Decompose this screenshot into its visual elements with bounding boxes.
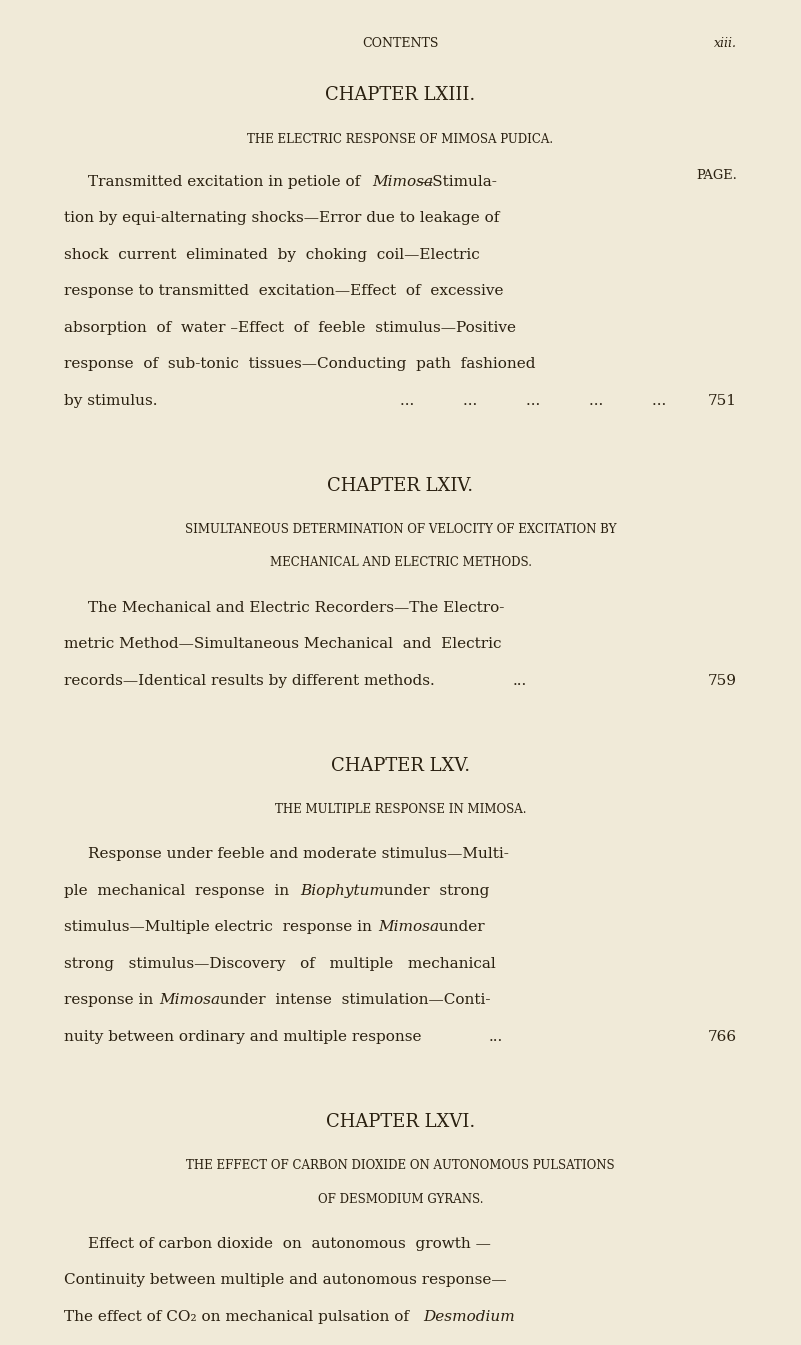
Text: metric Method—Simultaneous Mechanical  and  Electric: metric Method—Simultaneous Mechanical an… [64,638,501,651]
Text: ...: ... [489,1030,503,1044]
Text: Desmodium: Desmodium [423,1310,515,1323]
Text: stimulus—Multiple electric  response in: stimulus—Multiple electric response in [64,920,382,935]
Text: shock  current  eliminated  by  choking  coil—Electric: shock current eliminated by choking coil… [64,247,480,262]
Text: ple  mechanical  response  in: ple mechanical response in [64,884,299,898]
Text: Mimosa: Mimosa [159,994,220,1007]
Text: under  intense  stimulation—Conti-: under intense stimulation—Conti- [210,994,490,1007]
Text: OF DESMODIUM GYRANS.: OF DESMODIUM GYRANS. [318,1193,483,1205]
Text: CHAPTER LXVI.: CHAPTER LXVI. [326,1112,475,1131]
Text: 766: 766 [708,1030,737,1044]
Text: CONTENTS: CONTENTS [362,36,439,50]
Text: under  strong: under strong [374,884,489,898]
Text: tion by equi-alternating shocks—Error due to leakage of: tion by equi-alternating shocks—Error du… [64,211,500,226]
Text: The Mechanical and Electric Recorders—The Electro-: The Mechanical and Electric Recorders—Th… [88,601,505,615]
Text: absorption  of  water –Effect  of  feeble  stimulus—Positive: absorption of water –Effect of feeble st… [64,321,516,335]
Text: 759: 759 [708,674,737,687]
Text: xiii.: xiii. [714,36,737,50]
Text: CHAPTER LXIII.: CHAPTER LXIII. [325,86,476,105]
Text: response  of  sub-tonic  tissues—Conducting  path  fashioned: response of sub-tonic tissues—Conducting… [64,358,536,371]
Text: SIMULTANEOUS DETERMINATION OF VELOCITY OF EXCITATION BY: SIMULTANEOUS DETERMINATION OF VELOCITY O… [185,523,616,537]
Text: response in: response in [64,994,159,1007]
Text: The effect of CO₂ on mechanical pulsation of: The effect of CO₂ on mechanical pulsatio… [64,1310,414,1323]
Text: THE EFFECT OF CARBON DIOXIDE ON AUTONOMOUS PULSATIONS: THE EFFECT OF CARBON DIOXIDE ON AUTONOMO… [186,1159,615,1173]
Text: records—Identical results by different methods.: records—Identical results by different m… [64,674,435,687]
Text: Transmitted excitation in petiole of: Transmitted excitation in petiole of [88,175,365,188]
Text: response to transmitted  excitation—Effect  of  excessive: response to transmitted excitation—Effec… [64,284,504,299]
Text: strong   stimulus—Discovery   of   multiple   mechanical: strong stimulus—Discovery of multiple me… [64,956,496,971]
Text: Mimosa: Mimosa [378,920,439,935]
Text: PAGE.: PAGE. [696,169,737,183]
Text: ...: ... [513,674,527,687]
Text: nuity between ordinary and multiple response: nuity between ordinary and multiple resp… [64,1030,421,1044]
Text: Response under feeble and moderate stimulus—Multi-: Response under feeble and moderate stimu… [88,847,509,861]
Text: Mimosa: Mimosa [372,175,433,188]
Text: Continuity between multiple and autonomous response—: Continuity between multiple and autonomo… [64,1274,507,1287]
Text: MECHANICAL AND ELECTRIC METHODS.: MECHANICAL AND ELECTRIC METHODS. [269,557,532,569]
Text: CHAPTER LXV.: CHAPTER LXV. [331,757,470,775]
Text: Effect of carbon dioxide  on  autonomous  growth —: Effect of carbon dioxide on autonomous g… [88,1237,491,1251]
Text: —Stimula-: —Stimula- [417,175,497,188]
Text: under: under [429,920,484,935]
Text: THE ELECTRIC RESPONSE OF MIMOSA PUDICA.: THE ELECTRIC RESPONSE OF MIMOSA PUDICA. [248,133,553,145]
Text: ...          ...          ...          ...          ...: ... ... ... ... ... [400,394,666,408]
Text: by stimulus.: by stimulus. [64,394,158,408]
Text: CHAPTER LXIV.: CHAPTER LXIV. [328,476,473,495]
Text: Biophytum: Biophytum [300,884,384,898]
Text: 751: 751 [708,394,737,408]
Text: THE MULTIPLE RESPONSE IN MIMOSA.: THE MULTIPLE RESPONSE IN MIMOSA. [275,803,526,816]
